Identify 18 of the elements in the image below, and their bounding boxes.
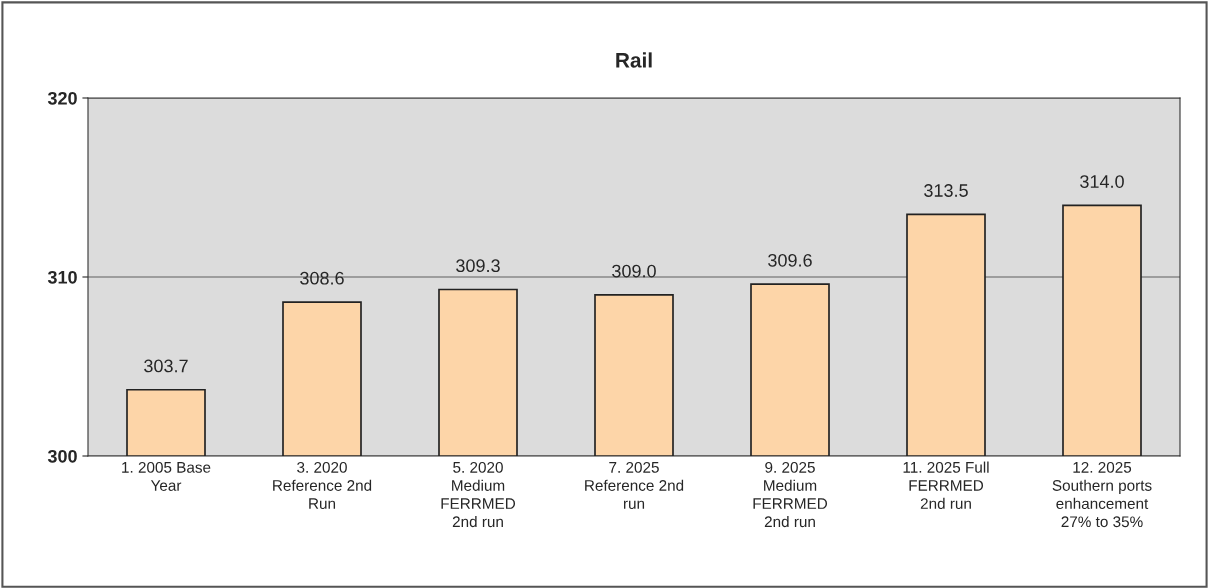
data-label: 314.0 (1080, 175, 1124, 188)
y-tick-label: 320 (47, 91, 77, 105)
data-label: 309.0 (612, 264, 656, 278)
x-tick-label: 12. 2025 Southern ports enhancement 27% to 35% (1052, 461, 1152, 528)
data-label: 309.6 (768, 253, 812, 267)
data-label: 313.5 (924, 184, 968, 197)
data-label: 309.3 (456, 259, 500, 273)
x-tick-label: 11. 2025 Full FERRMED 2nd run (903, 461, 989, 510)
data-label: 303.7 (144, 359, 188, 373)
x-tick-label: 9. 2025 Medium FERRMED 2nd run (753, 461, 828, 528)
data-label: 308.6 (300, 271, 344, 285)
chart-title: Rail (616, 52, 652, 68)
x-tick-label: 7. 2025 Reference 2nd run (585, 461, 684, 510)
x-tick-label: 5. 2020 Medium FERRMED 2nd run (441, 461, 516, 528)
x-tick-label: 1. 2005 Base Year (122, 461, 211, 491)
y-tick-label: 300 (47, 449, 77, 463)
y-tick-label: 310 (47, 270, 77, 284)
x-tick-label: 3. 2020 Reference 2nd Run (273, 461, 372, 510)
